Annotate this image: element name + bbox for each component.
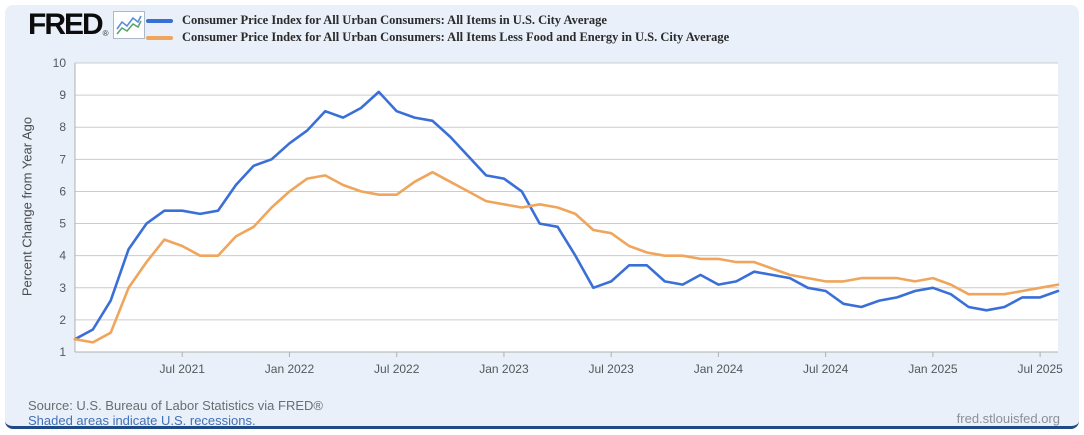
x-tick-label: Jan 2024 xyxy=(694,362,744,376)
recessions-note-link[interactable]: Shaded areas indicate U.S. recessions. xyxy=(28,413,256,428)
y-tick-label: 9 xyxy=(59,88,66,102)
registered-mark: ® xyxy=(102,29,109,38)
y-tick-label: 7 xyxy=(59,152,66,166)
x-tick-label: Jul 2023 xyxy=(588,362,634,376)
fred-chart-icon xyxy=(112,11,145,39)
series-line-cpi-all-items xyxy=(73,90,1060,341)
legend-label-cpi-all-items: Consumer Price Index for All Urban Consu… xyxy=(182,13,607,27)
x-tick-label: Jan 2022 xyxy=(265,362,315,376)
legend-line-swatch-blue xyxy=(146,18,173,23)
x-tick-label: Jul 2021 xyxy=(160,362,206,376)
y-tick-label: 6 xyxy=(59,184,66,198)
x-tick-label: Jul 2025 xyxy=(1017,362,1063,376)
y-tick-label: 1 xyxy=(59,345,66,359)
y-tick-label: 5 xyxy=(59,217,66,231)
legend-item-cpi-core: Consumer Price Index for All Urban Consu… xyxy=(146,29,729,46)
series-line-cpi-core xyxy=(73,170,1060,344)
fred-logo[interactable]: FRED ® xyxy=(28,10,145,40)
chart-legend: Consumer Price Index for All Urban Consu… xyxy=(146,12,729,46)
y-tick-label: 4 xyxy=(59,249,66,263)
x-tick-label: Jul 2022 xyxy=(374,362,420,376)
y-tick-label: 10 xyxy=(53,56,67,70)
y-tick-label: 8 xyxy=(59,120,66,134)
legend-label-cpi-core: Consumer Price Index for All Urban Consu… xyxy=(182,30,730,44)
y-tick-label: 3 xyxy=(59,281,66,295)
y-axis-title: Percent Change from Year Ago xyxy=(19,116,35,297)
x-tick-label: Jan 2023 xyxy=(479,362,529,376)
x-tick-label: Jul 2024 xyxy=(803,362,849,376)
site-url: fred.stlouisfed.org xyxy=(956,411,1060,426)
y-tick-label: 2 xyxy=(59,313,66,327)
plot-background xyxy=(75,63,1058,352)
source-note: Source: U.S. Bureau of Labor Statistics … xyxy=(28,398,323,413)
x-tick-label: Jan 2025 xyxy=(908,362,958,376)
fred-logo-text: FRED xyxy=(28,8,104,41)
legend-line-swatch-orange xyxy=(146,35,173,40)
legend-item-cpi-all-items: Consumer Price Index for All Urban Consu… xyxy=(146,12,729,29)
